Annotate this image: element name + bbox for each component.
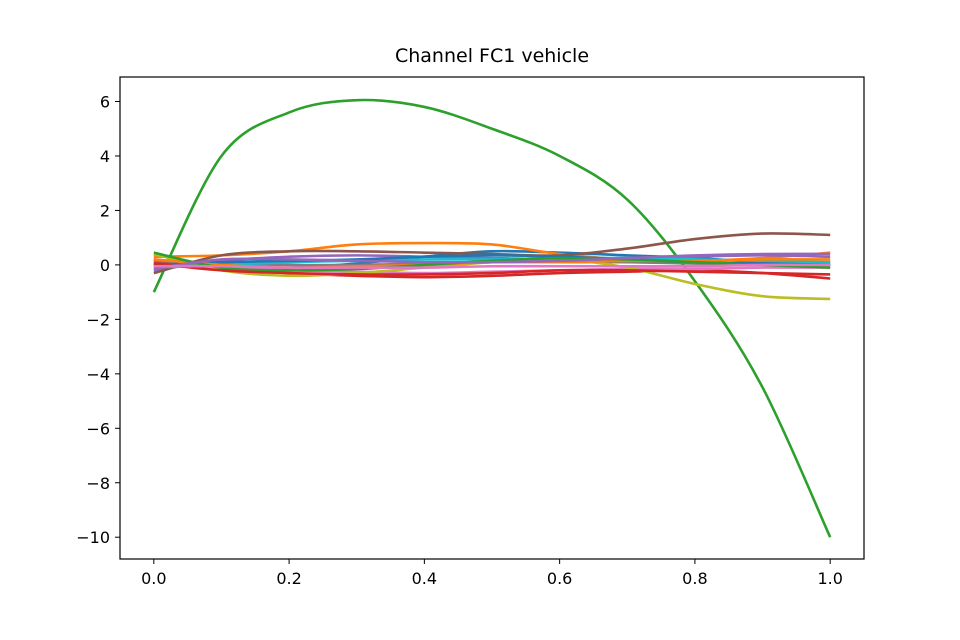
series-line-5 [153, 254, 831, 272]
x-tick-label: 1.0 [817, 569, 842, 588]
series-line-14 [153, 262, 831, 276]
y-tick-label: 6 [100, 93, 110, 112]
y-tick-label: −10 [76, 528, 110, 547]
y-tick-label: 2 [100, 201, 110, 220]
series-line-13 [153, 251, 831, 272]
series-line-15 [153, 252, 831, 271]
y-tick-label: 0 [100, 256, 110, 275]
y-tick-label: −8 [86, 474, 110, 493]
series-layer [152, 98, 832, 538]
series-line-16 [153, 263, 831, 270]
y-tick-label: −6 [86, 419, 110, 438]
x-tick-label: 0.6 [547, 569, 572, 588]
x-tick-label: 0.2 [276, 569, 301, 588]
plot-frame [119, 76, 865, 560]
chart-title: Channel FC1 vehicle [395, 45, 589, 67]
axes: 0.0 0.2 0.4 0.6 0.8 1.0 6 4 2 0 −2 −4 −6 −8 −10 [76, 76, 865, 588]
x-tick-label: 0.8 [682, 569, 707, 588]
y-tick-label: −4 [86, 365, 110, 384]
y-tick-label: −2 [86, 310, 110, 329]
y-tick-label: 4 [100, 147, 110, 166]
series-line-3 [152, 98, 832, 538]
x-tick-label: 0.0 [141, 569, 166, 588]
x-tick-label: 0.4 [412, 569, 437, 588]
series-line-6 [153, 232, 831, 275]
